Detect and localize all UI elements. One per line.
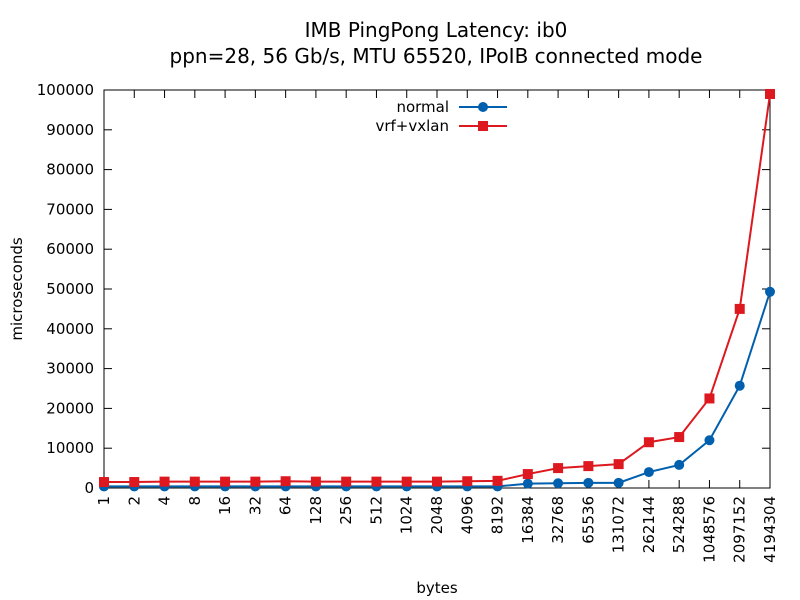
x-tick-label: 2 xyxy=(125,496,143,506)
data-point xyxy=(765,88,775,99)
y-tick-label: 90000 xyxy=(46,121,94,139)
data-point xyxy=(99,477,109,488)
x-tick-label: 128 xyxy=(307,496,325,525)
y-tick-label: 0 xyxy=(84,479,94,497)
data-point xyxy=(674,432,685,443)
x-tick-label: 8192 xyxy=(489,496,507,534)
x-tick-label: 256 xyxy=(337,496,355,525)
y-axis: 0 10000 20000 30000 40000 50000 60000 70000 8000… xyxy=(37,81,770,497)
x-tick-label: 16384 xyxy=(519,496,537,544)
x-tick-label: 32768 xyxy=(549,496,567,544)
y-tick-label: 30000 xyxy=(46,360,94,378)
y-axis-label: microseconds xyxy=(8,237,26,341)
x-tick-label: 32 xyxy=(246,496,264,515)
data-point xyxy=(643,467,654,478)
data-point xyxy=(310,476,321,487)
data-point xyxy=(250,476,261,487)
data-point xyxy=(734,303,745,314)
legend-marker xyxy=(478,121,488,131)
legend-label: normal xyxy=(396,98,449,116)
data-point xyxy=(401,476,412,487)
y-tick-label: 100000 xyxy=(37,81,94,99)
x-tick-label: 4096 xyxy=(458,496,476,534)
x-tick-label: 512 xyxy=(367,496,385,525)
data-point xyxy=(189,476,200,487)
y-tick-label: 50000 xyxy=(46,280,94,298)
data-point xyxy=(613,477,624,488)
data-point xyxy=(220,476,231,487)
x-tick-label: 4 xyxy=(156,496,174,506)
data-point xyxy=(522,469,533,480)
x-tick-label: 4194304 xyxy=(761,496,779,563)
x-tick-label: 131072 xyxy=(610,496,628,553)
data-point xyxy=(432,476,442,487)
data-point xyxy=(583,477,594,488)
series-vrf-vxlan xyxy=(99,88,775,488)
data-point xyxy=(159,476,170,487)
x-tick-label: 524288 xyxy=(670,496,688,553)
plot-frame xyxy=(103,89,771,489)
series-line xyxy=(104,93,771,484)
data-point xyxy=(280,476,291,487)
data-point xyxy=(553,463,564,474)
y-tick-label: 10000 xyxy=(46,439,94,457)
data-point xyxy=(341,476,352,487)
x-axis-label: bytes xyxy=(416,579,458,597)
x-tick-label: 262144 xyxy=(640,496,658,553)
data-point xyxy=(704,393,715,404)
data-point xyxy=(613,459,624,470)
chart-title: IMB PingPong Latency: ib0 xyxy=(305,18,568,42)
legend-marker xyxy=(478,102,488,112)
y-tick-label: 60000 xyxy=(46,240,94,258)
data-point xyxy=(643,437,654,448)
x-tick-label: 1 xyxy=(95,496,113,506)
data-point xyxy=(734,380,745,391)
series-line xyxy=(104,291,771,488)
x-tick-label: 64 xyxy=(277,496,295,515)
series-layer xyxy=(99,88,775,492)
legend-label: vrf+vxlan xyxy=(375,117,449,135)
data-point xyxy=(704,435,715,446)
x-tick-label: 1024 xyxy=(398,496,416,534)
series-normal xyxy=(99,286,775,492)
y-tick-label: 40000 xyxy=(46,320,94,338)
data-point xyxy=(129,477,140,488)
y-tick-label: 80000 xyxy=(46,161,94,179)
x-tick-label: 1048576 xyxy=(700,496,718,563)
chart-subtitle: ppn=28, 56 Gb/s, MTU 65520, IPoIB connec… xyxy=(170,44,703,68)
data-point xyxy=(765,286,775,297)
data-point xyxy=(371,476,382,487)
x-tick-label: 8 xyxy=(186,496,204,506)
data-point xyxy=(522,478,533,489)
data-point xyxy=(674,459,685,470)
x-tick-label: 16 xyxy=(216,496,234,515)
x-tick-label: 65536 xyxy=(579,496,597,544)
data-point xyxy=(553,478,564,489)
data-point xyxy=(492,475,503,486)
y-tick-label: 70000 xyxy=(46,200,94,218)
x-axis: 1 2 4 8 16 32 64 128 256 512 1024 2048 4096 8192 16384… xyxy=(95,90,779,563)
x-tick-label: 2097152 xyxy=(731,496,749,563)
data-point xyxy=(583,461,594,472)
data-point xyxy=(462,476,473,487)
x-tick-label: 2048 xyxy=(428,496,446,534)
y-tick-label: 20000 xyxy=(46,399,94,417)
